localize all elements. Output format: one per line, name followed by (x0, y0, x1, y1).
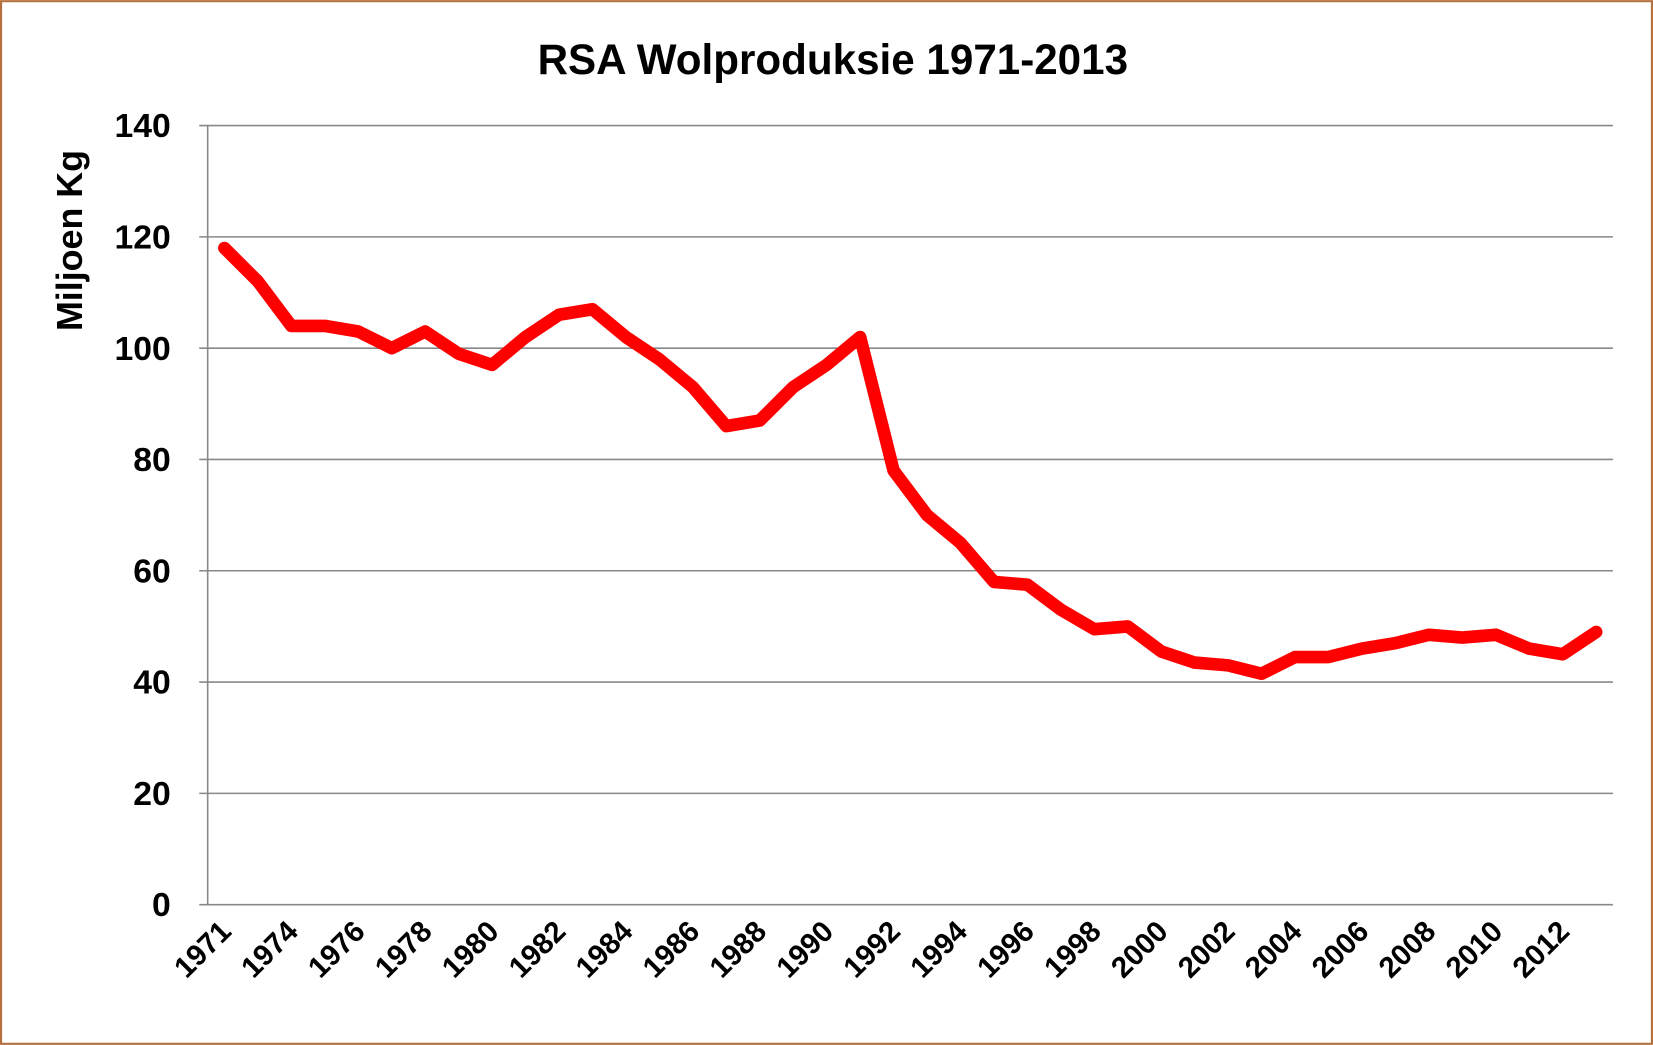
y-tick-label: 0 (152, 886, 171, 924)
y-tick-label: 80 (133, 441, 171, 479)
chart-title: RSA Wolproduksie 1971-2013 (538, 36, 1128, 83)
y-axis-label: Miljoen Kg (50, 150, 90, 331)
y-tick-label: 140 (115, 107, 171, 145)
y-tick-label: 120 (115, 218, 171, 256)
y-tick-label: 20 (133, 775, 171, 813)
y-tick-label: 100 (115, 330, 171, 368)
y-tick-label: 60 (133, 552, 171, 590)
data-line (218, 241, 1603, 681)
y-tick-label: 40 (133, 664, 171, 702)
